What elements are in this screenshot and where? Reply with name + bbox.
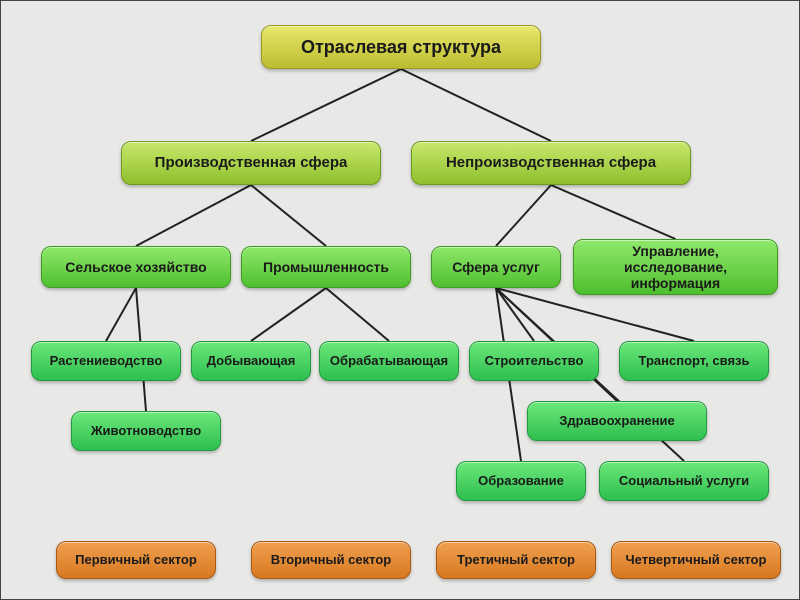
- node-label: Четвертичный сектор: [626, 553, 767, 568]
- node-livest: Животноводство: [71, 411, 221, 451]
- node-label: Животноводство: [91, 424, 201, 439]
- node-health: Здравоохранение: [527, 401, 707, 441]
- node-label: Первичный сектор: [75, 553, 197, 568]
- node-label: Растениеводство: [50, 354, 163, 369]
- node-serv: Сфера услуг: [431, 246, 561, 288]
- edge-agri-crop: [106, 288, 136, 341]
- node-mining: Добывающая: [191, 341, 311, 381]
- edge-indus-mining: [251, 288, 326, 341]
- node-sec1: Первичный сектор: [56, 541, 216, 579]
- node-prod: Производственная сфера: [121, 141, 381, 185]
- node-label: Управление, исследование, информация: [580, 243, 771, 291]
- edge-serv-trans: [496, 288, 694, 341]
- node-sec2: Вторичный сектор: [251, 541, 411, 579]
- node-sec3: Третичный сектор: [436, 541, 596, 579]
- node-manuf: Обрабатывающая: [319, 341, 459, 381]
- node-label: Социальный услуги: [619, 474, 749, 489]
- edge-serv-constr: [496, 288, 534, 341]
- node-sec4: Четвертичный сектор: [611, 541, 781, 579]
- node-label: Промышленность: [263, 259, 389, 275]
- node-label: Вторичный сектор: [271, 553, 391, 568]
- diagram-canvas: Отраслевая структура Производственная сфе…: [0, 0, 800, 600]
- edge-prod-indus: [251, 185, 326, 246]
- node-nonprod: Непроизводственная сфера: [411, 141, 691, 185]
- edge-prod-agri: [136, 185, 251, 246]
- edge-root-nonprod: [401, 69, 551, 141]
- edge-nonprod-mgmt: [551, 185, 676, 239]
- node-label: Непроизводственная сфера: [446, 154, 656, 171]
- node-trans: Транспорт, связь: [619, 341, 769, 381]
- node-label: Производственная сфера: [155, 154, 348, 171]
- node-agri: Сельское хозяйство: [41, 246, 231, 288]
- node-label: Транспорт, связь: [639, 354, 750, 369]
- node-label: Строительство: [485, 354, 584, 369]
- node-mgmt: Управление, исследование, информация: [573, 239, 778, 295]
- edge-indus-manuf: [326, 288, 389, 341]
- node-label: Сельское хозяйство: [65, 259, 206, 275]
- node-label: Добывающая: [207, 354, 296, 369]
- node-root: Отраслевая структура: [261, 25, 541, 69]
- node-edu: Образование: [456, 461, 586, 501]
- node-crop: Растениеводство: [31, 341, 181, 381]
- node-label: Здравоохранение: [559, 414, 675, 429]
- edge-nonprod-serv: [496, 185, 551, 246]
- node-label: Обрабатывающая: [330, 354, 448, 369]
- node-indus: Промышленность: [241, 246, 411, 288]
- node-social: Социальный услуги: [599, 461, 769, 501]
- node-label: Отраслевая структура: [301, 37, 501, 58]
- edge-root-prod: [251, 69, 401, 141]
- node-constr: Строительство: [469, 341, 599, 381]
- node-label: Сфера услуг: [452, 259, 540, 275]
- edges-layer: [1, 1, 800, 600]
- node-label: Третичный сектор: [457, 553, 575, 568]
- node-label: Образование: [478, 474, 564, 489]
